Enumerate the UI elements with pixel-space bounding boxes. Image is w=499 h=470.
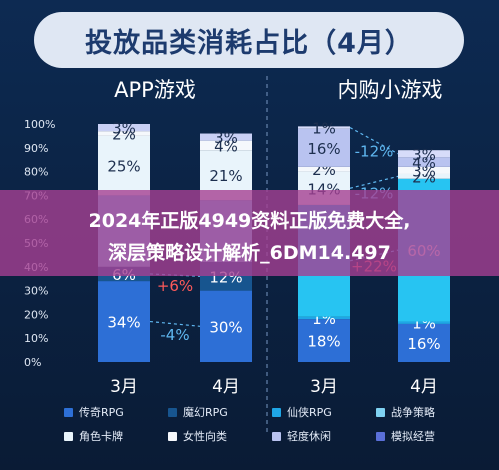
legend-label: 仙侠RPG	[287, 406, 332, 419]
data-label: 3%	[412, 162, 436, 180]
change-label: +6%	[157, 277, 193, 295]
y-tick-label: 30%	[24, 285, 48, 298]
legend-label: 魔幻RPG	[183, 406, 228, 419]
overlay-banner[interactable]: 2024年正版4949资料正版免费大全, 深层策略设计解析_6DM14.497	[0, 190, 499, 276]
bar-segment	[398, 157, 450, 167]
x-tick-label: 3月	[110, 377, 138, 397]
legend-label: 传奇RPG	[79, 406, 124, 419]
y-tick-label: 100%	[24, 118, 55, 131]
data-label: 18%	[307, 333, 340, 351]
x-tick-label: 4月	[212, 377, 240, 397]
legend-item: 传奇RPG	[64, 404, 124, 420]
chart-title: 投放品类消耗占比（4月）	[85, 27, 413, 59]
data-label: 3%	[214, 129, 238, 147]
connector-line	[149, 320, 201, 327]
y-tick-label: 80%	[24, 166, 48, 179]
data-label: 4%	[412, 154, 436, 172]
connector-line	[349, 175, 399, 189]
bar-segment	[98, 135, 150, 196]
bar-segment	[398, 173, 450, 179]
bar-segment	[398, 321, 450, 324]
y-tick-label: 0%	[24, 356, 41, 369]
data-label: 16%	[407, 335, 440, 353]
bar-segment	[98, 131, 150, 136]
legend-item: 轻度休闲	[272, 428, 331, 444]
legend-swatch	[272, 431, 281, 441]
banner-line-2: 深层策略设计解析_6DM14.497	[108, 242, 391, 264]
legend-swatch	[376, 431, 385, 441]
data-label: 3%	[112, 120, 136, 138]
bar-segment	[398, 150, 450, 158]
legend-item: 仙侠RPG	[272, 404, 332, 420]
legend-label: 轻度休闲	[287, 430, 331, 443]
bar-segment	[98, 281, 150, 362]
y-tick-label: 10%	[24, 332, 48, 345]
data-label: 3%	[412, 146, 436, 164]
bar-segment	[298, 166, 350, 172]
y-tick-label: 90%	[24, 142, 48, 155]
legend-item: 女性向类	[168, 428, 227, 444]
bar-segment	[200, 133, 252, 141]
legend-swatch	[168, 431, 177, 441]
legend-label: 模拟经营	[391, 430, 435, 443]
change-label: -12%	[355, 143, 394, 161]
bar-segment	[200, 290, 252, 362]
bar-segment	[398, 166, 450, 174]
data-label: 16%	[307, 140, 340, 158]
legend-item: 战争策略	[376, 404, 435, 420]
data-label: 1%	[312, 120, 336, 138]
bar-segment	[398, 323, 450, 362]
bar-segment	[298, 319, 350, 362]
section-title-app: APP游戏	[114, 78, 196, 102]
legend-label: 女性向类	[183, 430, 227, 443]
title-bar: 投放品类消耗占比（4月）	[34, 12, 464, 68]
x-tick-label: 3月	[310, 377, 338, 397]
bar-segment	[298, 126, 350, 129]
legend-label: 角色卡牌	[79, 430, 123, 443]
y-tick-label: 20%	[24, 308, 48, 321]
legend: 传奇RPG 魔幻RPG 仙侠RPG 战争策略角色卡牌 女性向类 轻度休闲 模拟经营	[64, 404, 494, 460]
legend-swatch	[168, 407, 177, 417]
bar-segment	[298, 128, 350, 167]
legend-swatch	[376, 407, 385, 417]
data-label: 25%	[107, 158, 140, 176]
legend-item: 魔幻RPG	[168, 404, 228, 420]
legend-label: 战争策略	[391, 406, 435, 419]
bar-segment	[298, 316, 350, 320]
x-tick-label: 4月	[410, 377, 438, 397]
section-title-minigame: 内购小游戏	[337, 78, 443, 102]
bar-segment	[98, 124, 150, 132]
legend-item: 模拟经营	[376, 428, 435, 444]
legend-swatch	[64, 431, 73, 441]
legend-swatch	[64, 407, 73, 417]
data-label: 34%	[107, 314, 140, 332]
change-label: -4%	[160, 326, 189, 344]
bar-segment	[200, 140, 252, 151]
legend-swatch	[272, 407, 281, 417]
data-label: 30%	[209, 318, 242, 336]
data-label: 21%	[209, 167, 242, 185]
banner-line-1: 2024年正版4949资料正版免费大全,	[88, 210, 411, 232]
legend-item: 角色卡牌	[64, 428, 123, 444]
data-label: 4%	[214, 137, 238, 155]
